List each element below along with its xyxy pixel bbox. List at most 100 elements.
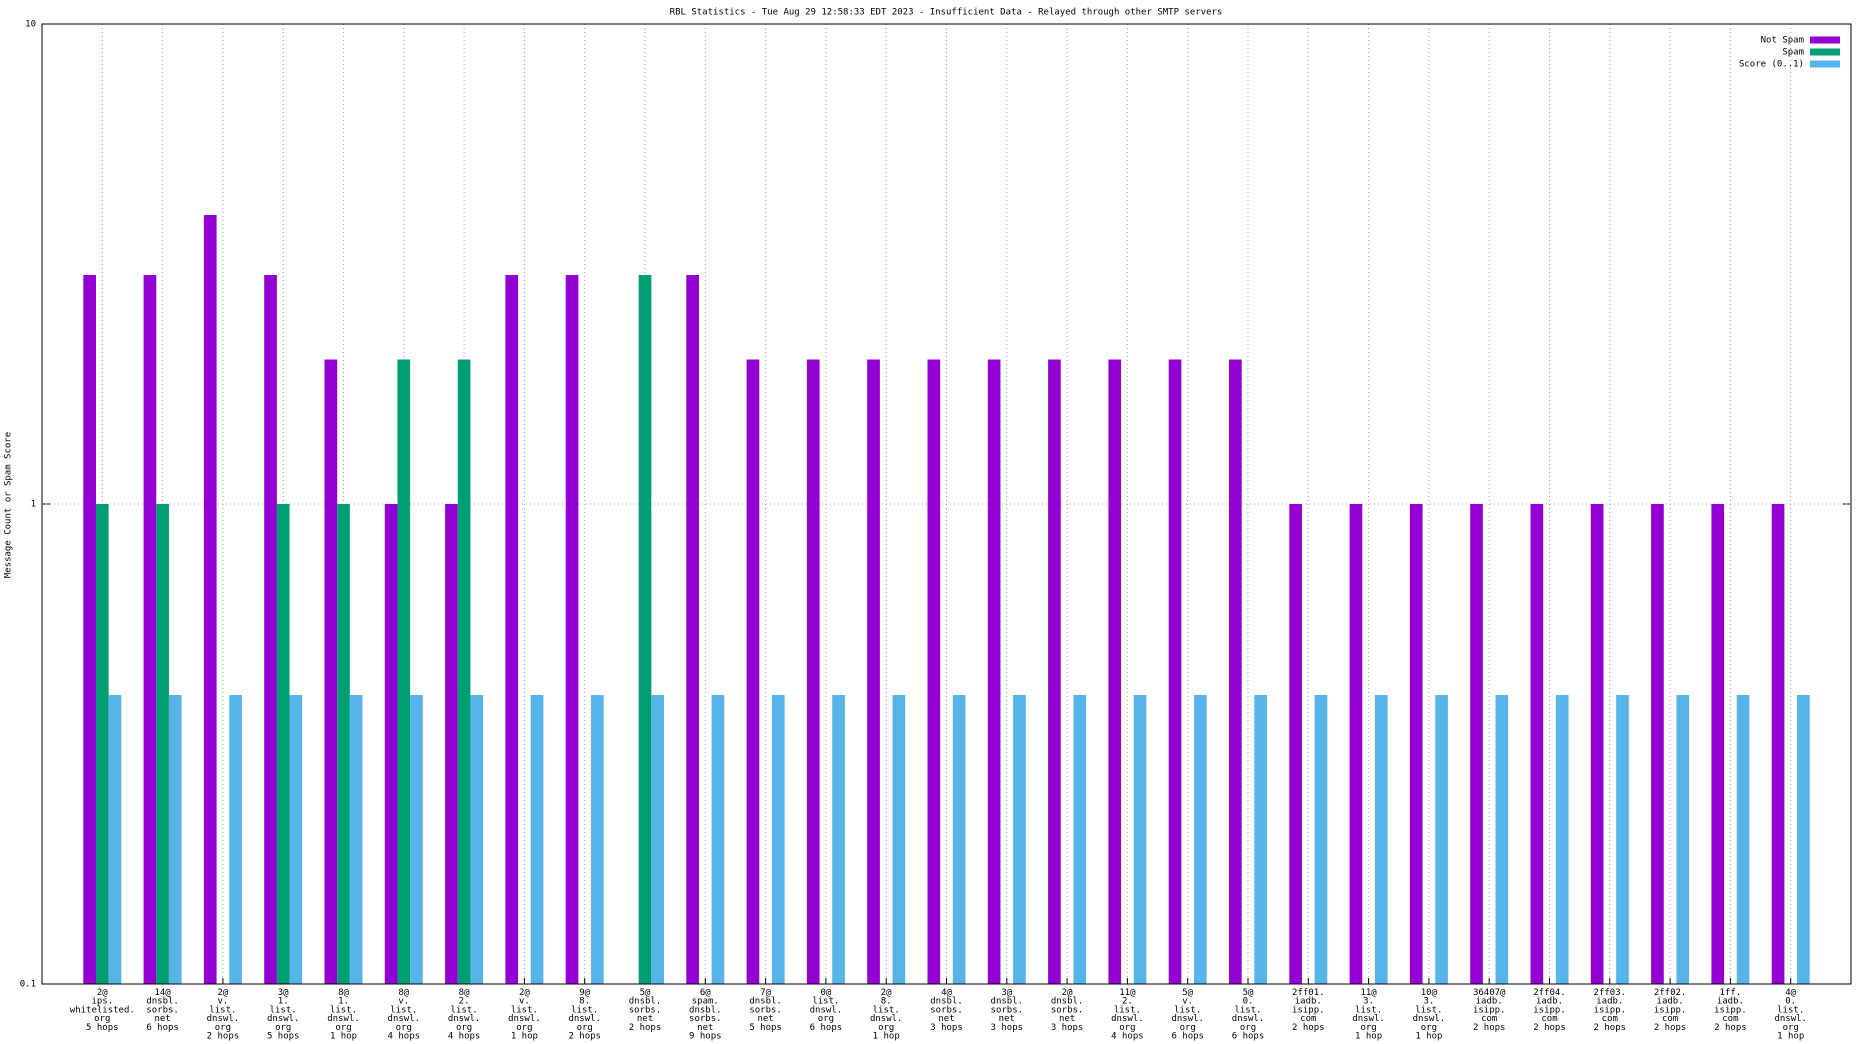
bar	[651, 695, 664, 984]
bar	[987, 359, 1001, 984]
x-tick-label: 8@ v. list. dnswl. org 4 hops	[388, 988, 421, 1042]
x-tick-label: 8@ 1. list. dnswl. org 1 hop	[327, 988, 360, 1042]
bar	[1409, 504, 1423, 984]
bar	[746, 359, 760, 984]
y-tick-label: 0.1	[20, 980, 36, 990]
bar	[276, 504, 290, 984]
bar	[397, 359, 411, 984]
legend-swatch	[1810, 48, 1840, 56]
bar	[638, 274, 652, 984]
legend-label: Not Spam	[1761, 36, 1804, 46]
x-tick-label: 4@ dnsbl. sorbs. net 3 hops	[930, 988, 963, 1033]
x-tick-label: 2ff03. iadb. isipp. com 2 hops	[1594, 988, 1627, 1033]
bar	[156, 504, 169, 984]
x-tick-label: 8@ 2. list. dnswl. org 4 hops	[448, 988, 481, 1042]
bar	[1168, 359, 1182, 984]
bar	[1797, 695, 1810, 984]
bar	[457, 359, 471, 984]
x-tick-label: 10@ 3. list. dnswl. org 1 hop	[1413, 988, 1446, 1042]
x-tick-label: 14@ dnsbl. sorbs. net 6 hops	[146, 988, 179, 1033]
bar	[1676, 695, 1690, 984]
bar	[445, 504, 458, 984]
bar	[1736, 695, 1750, 984]
y-tick-label: 10	[25, 20, 36, 30]
plot-frame	[41, 23, 1852, 985]
bar	[565, 274, 579, 984]
x-tick-label: 4@ 0. list. dnswl. org 1 hop	[1774, 988, 1807, 1042]
bar	[410, 695, 423, 984]
bar	[83, 274, 96, 984]
bar	[1711, 504, 1725, 984]
x-tick-label: 5@ 0. list. dnswl. org 6 hops	[1232, 988, 1265, 1042]
bar	[505, 274, 519, 984]
x-tick-label: 36407@ iadb. isipp. com 2 hops	[1473, 988, 1506, 1033]
x-tick-label: 5@ v. list. dnswl. org 6 hops	[1171, 988, 1204, 1042]
x-tick-label: 6@ spam. dnsbl. sorbs. net 9 hops	[689, 988, 722, 1042]
bar	[927, 359, 941, 984]
y-tick-label: 1	[31, 500, 36, 510]
bar	[711, 695, 725, 984]
bar	[1073, 695, 1087, 984]
bar	[229, 695, 242, 984]
bar	[806, 359, 820, 984]
bar	[1616, 695, 1629, 984]
bar	[203, 215, 217, 984]
legend-label: Score (0..1)	[1739, 60, 1804, 70]
x-tick-label: 2ff01. iadb. isipp. com 2 hops	[1292, 988, 1325, 1033]
x-tick-label: 11@ 3. list. dnswl. org 1 hop	[1352, 988, 1385, 1042]
legend-swatch	[1810, 36, 1840, 44]
bar	[384, 504, 398, 984]
bar	[1194, 695, 1207, 984]
x-tick-label: 2@ ips. whitelisted. org 5 hops	[70, 988, 135, 1033]
bar	[686, 274, 699, 984]
chart-title: RBL Statistics - Tue Aug 29 12:58:33 EDT…	[670, 8, 1223, 18]
x-tick-label: 3@ 1. list. dnswl. org 5 hops	[267, 988, 300, 1042]
bar	[591, 695, 604, 984]
bar	[1530, 504, 1544, 984]
bar	[1133, 695, 1147, 984]
bar	[867, 359, 880, 984]
x-tick-label: 9@ 8. list. dnswl. org 2 hops	[568, 988, 601, 1042]
bar	[1470, 504, 1483, 984]
x-tick-label: 1ff. iadb. isipp. com 2 hops	[1714, 988, 1747, 1033]
legend-label: Spam	[1782, 48, 1804, 58]
bar	[470, 695, 484, 984]
x-tick-label: 11@ 2. list. dnswl. org 4 hops	[1111, 988, 1144, 1042]
bar	[530, 695, 544, 984]
bar	[108, 695, 122, 984]
x-tick-label: 5@ dnsbl. sorbs. net 2 hops	[629, 988, 662, 1033]
bar	[1555, 695, 1569, 984]
bar	[832, 695, 845, 984]
legend-swatch	[1810, 60, 1840, 68]
bar	[1495, 695, 1509, 984]
bar	[1254, 695, 1267, 984]
bar	[349, 695, 363, 984]
bar	[892, 695, 906, 984]
bar	[168, 695, 182, 984]
y-axis-label: Message Count or Spam Score	[4, 432, 14, 578]
bar	[952, 695, 966, 984]
bar	[337, 504, 350, 984]
bar	[1229, 359, 1242, 984]
x-tick-label: 2@ v. list. dnswl. org 2 hops	[207, 988, 240, 1042]
x-tick-label: 2@ dnsbl. sorbs. net 3 hops	[1051, 988, 1084, 1033]
bar	[264, 274, 277, 984]
bar	[1349, 504, 1363, 984]
bar	[95, 504, 109, 984]
bar	[1048, 359, 1061, 984]
bar	[1771, 504, 1785, 984]
bar	[1374, 695, 1388, 984]
bar	[289, 695, 303, 984]
bar	[1651, 504, 1664, 984]
bar	[324, 359, 338, 984]
x-tick-label: 2@ 8. list. dnswl. org 1 hop	[870, 988, 903, 1042]
bar	[143, 274, 157, 984]
bar	[1108, 359, 1122, 984]
bar	[771, 695, 785, 984]
x-tick-label: 2ff02. iadb. isipp. com 2 hops	[1654, 988, 1687, 1033]
x-tick-label: 2ff04. iadb. isipp. com 2 hops	[1533, 988, 1566, 1033]
x-tick-label: 2@ v. list. dnswl. org 1 hop	[508, 988, 541, 1042]
x-tick-label: 3@ dnsbl. sorbs. net 3 hops	[991, 988, 1024, 1033]
bar	[1289, 504, 1302, 984]
